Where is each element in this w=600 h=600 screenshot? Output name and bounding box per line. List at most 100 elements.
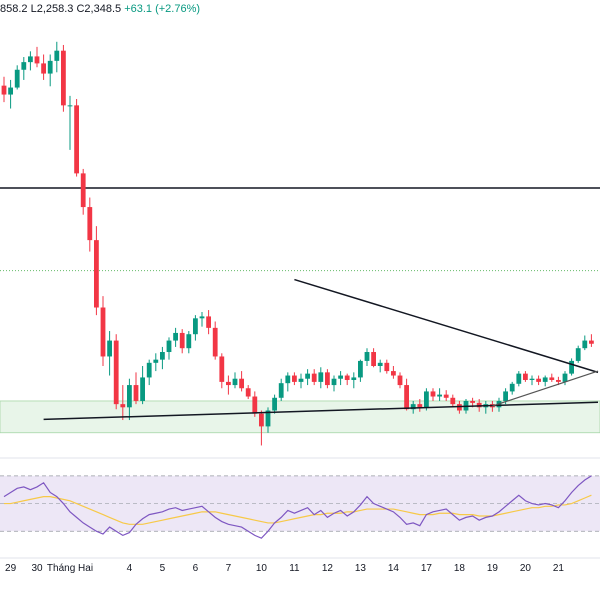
- candle-up: [542, 377, 548, 382]
- candle-down: [556, 379, 561, 382]
- x-tick-label: 20: [520, 563, 532, 574]
- candle-down: [476, 402, 482, 408]
- candle-up: [516, 373, 522, 384]
- x-tick-label: 4: [127, 563, 133, 574]
- candle-down: [536, 378, 541, 382]
- candle-up: [160, 352, 165, 360]
- candle-up: [8, 87, 13, 95]
- x-tick-label: 19: [487, 563, 499, 574]
- candle-down: [443, 394, 449, 398]
- candle-down: [94, 240, 99, 308]
- candle-up: [146, 362, 152, 378]
- candle-up: [67, 105, 73, 107]
- candle-up: [318, 372, 324, 382]
- x-tick-label: 12: [322, 563, 334, 574]
- candle-down: [549, 377, 555, 380]
- candle-up: [21, 62, 27, 70]
- candle-up: [569, 360, 574, 374]
- time-axis: 29 30 Tháng Hai 4 5 6 7 10 11 12 13 14 17 18 19 20 21: [0, 557, 600, 574]
- candle-down: [100, 307, 106, 357]
- candle-down: [239, 378, 244, 389]
- candle-down: [74, 105, 79, 174]
- candle-up: [173, 332, 178, 341]
- candle-up: [265, 410, 271, 427]
- candle-up: [47, 60, 53, 74]
- candle-down: [179, 332, 185, 349]
- candle-down: [259, 413, 264, 427]
- candle-up: [503, 391, 508, 401]
- candle-down: [417, 404, 423, 408]
- candle-down: [397, 375, 403, 386]
- candle-down: [226, 381, 231, 386]
- candle-up: [410, 404, 416, 410]
- x-tick-label: 11: [289, 563, 300, 574]
- x-tick-label: 14: [388, 563, 400, 574]
- candle-down: [206, 316, 211, 328]
- support-trendline: [43, 401, 599, 421]
- ohlc-low: L2,258.3: [30, 3, 74, 15]
- candle-down: [292, 375, 297, 382]
- candle-up: [285, 375, 291, 384]
- candle-up: [14, 69, 20, 88]
- candle-up: [424, 391, 429, 408]
- x-tick-label: 21: [553, 563, 565, 574]
- candle-down: [344, 375, 350, 380]
- candle-down: [523, 373, 528, 380]
- candle-down: [133, 385, 139, 401]
- x-tick-label: 7: [226, 563, 232, 574]
- candle-up: [364, 352, 370, 361]
- candle-up: [153, 359, 159, 363]
- candle-up: [562, 373, 568, 382]
- candle-up: [338, 375, 343, 379]
- x-tick-label: 29: [5, 563, 17, 574]
- rsi-pane[interactable]: [0, 457, 600, 539]
- candle-up: [272, 397, 277, 411]
- candle-up: [140, 377, 145, 401]
- x-tick-label: Tháng Hai: [47, 563, 93, 574]
- candle-up: [28, 56, 33, 63]
- candle-down: [120, 404, 126, 408]
- candle-down: [371, 352, 376, 366]
- candle-down: [450, 397, 456, 405]
- candle-down: [589, 340, 594, 344]
- candle-up: [575, 348, 581, 361]
- x-tick-label: 13: [355, 563, 367, 574]
- candle-down: [430, 391, 436, 397]
- candle-down: [34, 56, 40, 64]
- x-tick-label: 17: [421, 563, 433, 574]
- candle-down: [61, 50, 66, 106]
- candle-up: [331, 378, 337, 386]
- x-tick-label: 5: [160, 563, 166, 574]
- support-zone: [0, 400, 600, 434]
- candle-up: [193, 318, 198, 335]
- candle-up: [582, 340, 588, 349]
- candle-down: [113, 340, 119, 405]
- ascending-trendline: [492, 370, 599, 407]
- ohlc-close: C2,348.5: [76, 3, 122, 15]
- candle-up: [298, 378, 304, 382]
- candle-down: [325, 372, 330, 386]
- rsi-band: [0, 475, 600, 532]
- candle-up: [186, 334, 192, 349]
- descending-trendline: [294, 278, 599, 374]
- candle-up: [351, 377, 357, 380]
- candle-down: [245, 388, 251, 397]
- candle-down: [80, 173, 86, 208]
- x-tick-label: 6: [193, 563, 199, 574]
- ohlc-change: +63.1 (+2.76%): [124, 3, 201, 15]
- candle-up: [232, 378, 238, 386]
- candle-up: [437, 394, 442, 397]
- x-tick-label: 18: [454, 563, 466, 574]
- x-tick-label: 10: [256, 563, 268, 574]
- x-tick-label: 30: [31, 563, 43, 574]
- candlestick-pane[interactable]: [0, 41, 600, 446]
- candle-down: [41, 63, 46, 74]
- candle-up: [509, 383, 515, 392]
- candle-down: [470, 400, 475, 403]
- candle-down: [384, 362, 390, 372]
- candle-up: [358, 360, 363, 378]
- candle-down: [1, 85, 7, 95]
- candle-up: [166, 340, 172, 353]
- candle-down: [311, 373, 317, 382]
